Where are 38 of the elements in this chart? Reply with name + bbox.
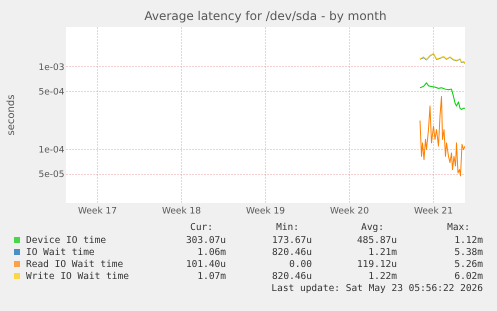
y-axis-title: seconds [6, 94, 17, 136]
legend-label: Read IO Wait time [26, 259, 124, 270]
y-tick-label: 5e-04 [38, 88, 65, 98]
x-tick-label: Week 20 [330, 206, 370, 216]
line-series [420, 82, 465, 110]
legend-label: IO Wait time [26, 247, 95, 258]
text: 5.38m [454, 247, 484, 258]
line-series [420, 96, 465, 176]
text: 101.40u [186, 259, 226, 270]
legend-label: Device IO time [26, 235, 106, 246]
text: 1.22m [368, 271, 398, 282]
text: 0.00 [289, 259, 312, 270]
text: Cur: [190, 222, 213, 233]
x-tick-label: Week 21 [414, 206, 453, 216]
y-tick-label: 1e-04 [38, 145, 65, 156]
text: 303.07u [186, 235, 226, 246]
x-tick-label: Week 17 [78, 206, 117, 216]
text: 820.46u [272, 247, 312, 258]
text: Max: [447, 222, 470, 233]
x-tick-label: Week 18 [162, 206, 202, 216]
y-tick-label: 1e-03 [38, 62, 64, 73]
text: Last update: Sat May 23 05:56:22 2026 [271, 283, 484, 294]
text: 820.46u [272, 271, 312, 282]
text: 485.87u [356, 235, 397, 246]
text: 1.12m [454, 235, 484, 246]
chart-title: Average latency for /dev/sda - by month [144, 9, 387, 23]
y-tick-label: 5e-05 [38, 170, 64, 180]
text: 1.07m [197, 271, 226, 282]
text: 6.02m [454, 271, 484, 282]
legend-label: Write IO Wait time [26, 271, 130, 282]
x-tick-label: Week 19 [246, 206, 286, 216]
text: 5.26m [454, 259, 484, 270]
text: Avg: [361, 222, 384, 233]
text: 173.67u [272, 235, 312, 246]
text: 1.06m [197, 247, 226, 258]
text: Min: [276, 222, 299, 233]
text: 119.12u [356, 259, 397, 270]
text: 1.21m [368, 247, 398, 258]
